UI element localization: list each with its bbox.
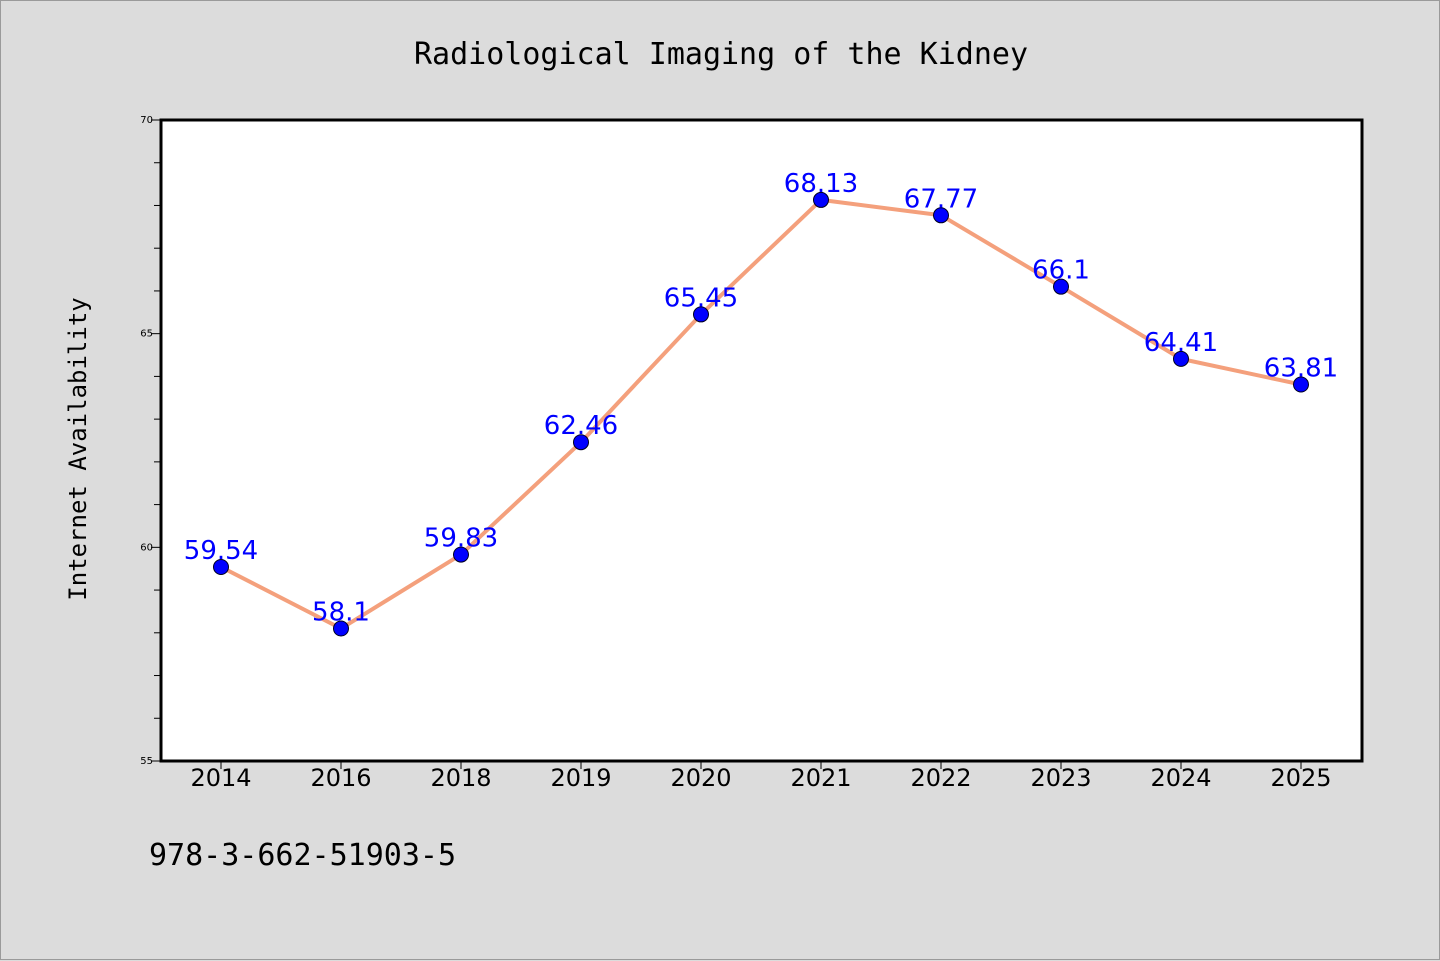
- data-point: [573, 434, 589, 451]
- data-label: 65.45: [664, 283, 738, 313]
- y-tick-label: 60: [140, 542, 153, 553]
- data-label: 63.81: [1264, 354, 1338, 384]
- data-point: [213, 558, 229, 575]
- data-label: 59.54: [184, 536, 258, 566]
- data-label: 64.41: [1144, 328, 1218, 358]
- x-tick-label: 2021: [790, 764, 851, 792]
- x-tick-label: 2024: [1150, 764, 1211, 792]
- x-tick-label: 2014: [190, 764, 251, 792]
- chart-title: Radiological Imaging of the Kidney: [414, 37, 1028, 72]
- plot-area: [161, 120, 1362, 761]
- y-tick-label: 70: [140, 115, 153, 126]
- x-tick-label: 2020: [670, 764, 731, 792]
- data-label: 59.83: [424, 524, 498, 554]
- x-tick-label: 2016: [310, 764, 371, 792]
- footer-code: 978-3-662-51903-5: [149, 838, 456, 873]
- data-point: [453, 546, 469, 563]
- x-tick-label: 2019: [550, 764, 611, 792]
- data-point: [333, 620, 349, 637]
- x-tick-label: 2018: [430, 764, 491, 792]
- data-point: [1173, 350, 1189, 367]
- data-label: 66.1: [1032, 256, 1090, 286]
- series-layer: [213, 191, 1309, 637]
- data-point: [693, 306, 709, 323]
- data-point: [813, 191, 829, 208]
- data-label: 62.46: [544, 411, 618, 441]
- data-point: [933, 207, 949, 224]
- y-axis-label: Internet Availability: [64, 297, 92, 600]
- plot-border: [159, 118, 1364, 763]
- x-tick-label: 2025: [1270, 764, 1331, 792]
- data-point: [1293, 376, 1309, 393]
- data-label: 58.1: [312, 598, 370, 628]
- data-label: 67.77: [904, 184, 978, 214]
- data-point: [1053, 278, 1069, 295]
- y-tick-label: 55: [140, 756, 153, 767]
- series-line: [220, 197, 1302, 631]
- x-tick-label: 2022: [910, 764, 971, 792]
- x-tick-labels: 2014 2016 2018 2019 2020 2021 2022 2023 2024 2025: [190, 764, 1331, 792]
- x-tick-label: 2023: [1030, 764, 1091, 792]
- y-tick-labels: 55 60 65 70: [140, 115, 153, 767]
- y-tick-label: 65: [140, 329, 153, 340]
- data-label: 68.13: [784, 169, 858, 199]
- data-labels: 59.54 58.1 59.83 62.46 65.45 68.13 67.77 66.1 64…: [184, 169, 1338, 628]
